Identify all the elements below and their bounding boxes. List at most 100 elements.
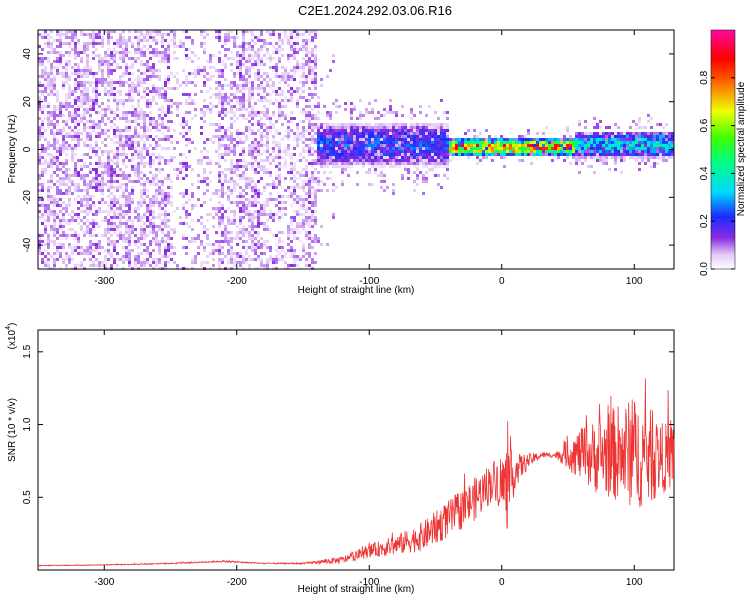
heatmap-cell — [500, 156, 503, 159]
heatmap-cell — [350, 153, 353, 156]
heatmap-cell — [467, 150, 470, 153]
heatmap-cell — [458, 138, 461, 141]
heatmap-cell — [80, 120, 83, 123]
heatmap-cell — [293, 177, 296, 180]
heatmap-cell — [104, 30, 107, 33]
heatmap-cell — [239, 78, 242, 81]
heatmap-cell — [221, 189, 224, 192]
heatmap-cell — [47, 147, 50, 150]
heatmap-cell — [302, 249, 305, 252]
heatmap-cell — [239, 231, 242, 234]
heatmap-cell — [89, 81, 92, 84]
heatmap-cell — [158, 225, 161, 228]
heatmap-cell — [263, 228, 266, 231]
heatmap-cell — [221, 213, 224, 216]
heatmap-cell — [74, 33, 77, 36]
heatmap-cell — [143, 216, 146, 219]
heatmap-cell — [380, 126, 383, 129]
heatmap-cell — [266, 108, 269, 111]
heatmap-cell — [398, 165, 401, 168]
heatmap-cell — [299, 132, 302, 135]
heatmap-cell — [356, 129, 359, 132]
heatmap-cell — [119, 57, 122, 60]
heatmap-cell — [314, 222, 317, 225]
heatmap-cell — [485, 138, 488, 141]
heatmap-cell — [158, 207, 161, 210]
heatmap-cell — [275, 198, 278, 201]
heatmap-cell — [140, 237, 143, 240]
heatmap-cell — [248, 99, 251, 102]
heatmap-cell — [65, 72, 68, 75]
heatmap-cell — [443, 174, 446, 177]
heatmap-cell — [218, 189, 221, 192]
heatmap-cell — [134, 48, 137, 51]
heatmap-cell — [98, 225, 101, 228]
heatmap-cell — [365, 135, 368, 138]
heatmap-cell — [293, 54, 296, 57]
heatmap-cell — [143, 264, 146, 267]
heatmap-cell — [248, 96, 251, 99]
heatmap-cell — [74, 135, 77, 138]
heatmap-cell — [230, 63, 233, 66]
heatmap-cell — [167, 99, 170, 102]
heatmap-cell — [353, 129, 356, 132]
heatmap-cell — [416, 123, 419, 126]
heatmap-cell — [155, 120, 158, 123]
heatmap-cell — [425, 171, 428, 174]
heatmap-cell — [218, 126, 221, 129]
heatmap-cell — [143, 111, 146, 114]
heatmap-cell — [92, 168, 95, 171]
heatmap-cell — [347, 123, 350, 126]
heatmap-cell — [95, 213, 98, 216]
heatmap-cell — [233, 81, 236, 84]
heatmap-cell — [140, 234, 143, 237]
heatmap-cell — [215, 96, 218, 99]
heatmap-cell — [158, 144, 161, 147]
heatmap-cell — [542, 138, 545, 141]
heatmap-cell — [395, 132, 398, 135]
heatmap-cell — [395, 162, 398, 165]
heatmap-cell — [437, 123, 440, 126]
heatmap-cell — [125, 198, 128, 201]
heatmap-cell — [251, 147, 254, 150]
heatmap-cell — [86, 231, 89, 234]
heatmap-cell — [44, 228, 47, 231]
heatmap-cell — [356, 117, 359, 120]
heatmap-cell — [593, 156, 596, 159]
heatmap-cell — [122, 150, 125, 153]
heatmap-cell — [287, 150, 290, 153]
heatmap-cell — [230, 141, 233, 144]
heatmap-cell — [371, 150, 374, 153]
heatmap-cell — [149, 165, 152, 168]
heatmap-cell — [194, 108, 197, 111]
heatmap-cell — [473, 141, 476, 144]
heatmap-cell — [254, 147, 257, 150]
heatmap-cell — [311, 246, 314, 249]
heatmap-cell — [65, 78, 68, 81]
heatmap-cell — [113, 261, 116, 264]
heatmap-cell — [476, 162, 479, 165]
heatmap-cell — [68, 189, 71, 192]
heatmap-cell — [413, 129, 416, 132]
heatmap-cell — [170, 228, 173, 231]
heatmap-cell — [161, 240, 164, 243]
heatmap-cell — [131, 96, 134, 99]
heatmap-cell — [215, 129, 218, 132]
heatmap-cell — [146, 150, 149, 153]
heatmap-cell — [257, 114, 260, 117]
heatmap-cell — [62, 105, 65, 108]
heatmap-cell — [41, 213, 44, 216]
heatmap-cell — [632, 147, 635, 150]
heatmap-cell — [317, 150, 320, 153]
heatmap-cell — [248, 87, 251, 90]
heatmap-cell — [311, 216, 314, 219]
heatmap-cell — [248, 225, 251, 228]
heatmap-cell — [449, 147, 452, 150]
heatmap-cell — [251, 96, 254, 99]
heatmap-cell — [617, 153, 620, 156]
heatmap-cell — [146, 252, 149, 255]
heatmap-cell — [248, 204, 251, 207]
heatmap-cell — [368, 141, 371, 144]
heatmap-cell — [311, 69, 314, 72]
